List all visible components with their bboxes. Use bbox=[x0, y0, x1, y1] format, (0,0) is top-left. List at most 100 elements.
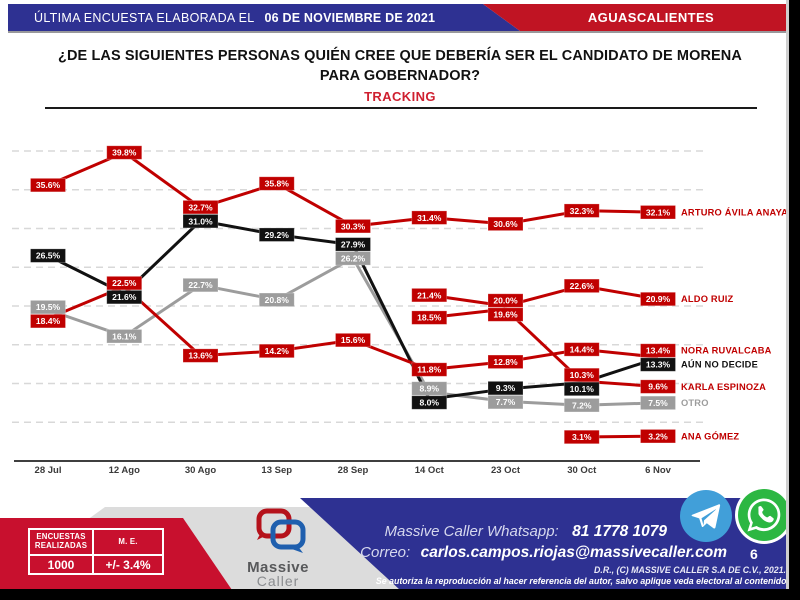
data-point-label: 7.7% bbox=[496, 397, 516, 407]
data-point-label-box bbox=[30, 299, 66, 315]
stats-header-me: M. E. bbox=[93, 529, 163, 555]
data-point-label: 26.2% bbox=[341, 253, 366, 263]
data-point-label: 32.3% bbox=[570, 206, 595, 216]
data-point-label-box bbox=[258, 227, 295, 242]
telegram-icon[interactable] bbox=[680, 490, 732, 542]
data-point-label: 22.5% bbox=[112, 278, 137, 288]
whatsapp-number: 81 1778 1079 bbox=[572, 523, 667, 540]
email-line: Correo: carlos.campos.riojas@massivecall… bbox=[360, 544, 727, 562]
data-point-label-box bbox=[30, 177, 66, 193]
data-point-label: 7.5% bbox=[648, 398, 668, 408]
data-point-label: 19.5% bbox=[36, 302, 61, 312]
data-point-label-box bbox=[106, 275, 143, 291]
data-point-label-box bbox=[487, 216, 524, 232]
header-region-banner: AGUASCALIENTES bbox=[483, 4, 789, 31]
data-point-label: 22.7% bbox=[188, 280, 213, 290]
data-point-label-box bbox=[258, 343, 295, 359]
data-point-label: 15.6% bbox=[341, 335, 366, 345]
stats-value-sample: 1000 bbox=[29, 555, 93, 574]
data-point-label-box bbox=[487, 354, 524, 369]
x-axis-label: 23 Oct bbox=[491, 465, 521, 476]
data-point-label: 20.8% bbox=[265, 295, 290, 305]
data-point-label: 14.2% bbox=[265, 346, 290, 356]
disclaimer-text: Se autoriza la reproducción al hacer ref… bbox=[375, 576, 789, 586]
data-point-label-box bbox=[106, 145, 143, 160]
data-point-label-box bbox=[30, 313, 66, 329]
data-point-label-box bbox=[182, 200, 219, 215]
data-point-label: 35.6% bbox=[36, 180, 61, 190]
data-point-label-box bbox=[563, 278, 600, 294]
data-point-label-box bbox=[258, 292, 295, 307]
data-point-label: 10.1% bbox=[570, 384, 595, 394]
data-point-label-box bbox=[487, 293, 524, 308]
massive-caller-logo-icon bbox=[256, 508, 306, 553]
series-name-label: ANA GÓMEZ bbox=[681, 430, 739, 441]
series-name-label: KARLA ESPINOZA bbox=[681, 382, 766, 392]
data-point-label: 7.2% bbox=[572, 400, 592, 410]
data-point-label-box bbox=[563, 367, 600, 383]
header-date: 06 DE NOVIEMBRE DE 2021 bbox=[264, 10, 436, 25]
logo-text-caller: Caller bbox=[256, 573, 300, 589]
data-point-label: 3.1% bbox=[572, 432, 592, 442]
massive-caller-logo: Massive Caller bbox=[238, 508, 318, 592]
data-point-label-box bbox=[640, 343, 676, 358]
data-point-label-box bbox=[258, 176, 295, 191]
sample-stats-table: ENCUESTAS REALIZADAS M. E. 1000 +/- 3.4% bbox=[28, 528, 164, 575]
data-point-label-box bbox=[563, 429, 600, 445]
x-axis-label: 30 Oct bbox=[567, 465, 597, 476]
header-shadow bbox=[8, 31, 789, 33]
data-point-label-box bbox=[563, 342, 600, 357]
data-point-label: 31.0% bbox=[188, 216, 213, 226]
letterbox-right bbox=[789, 0, 800, 600]
series-line bbox=[123, 151, 202, 209]
data-point-label: 19.6% bbox=[493, 310, 518, 320]
header-region: AGUASCALIENTES bbox=[587, 10, 715, 25]
data-point-label-box bbox=[487, 307, 524, 322]
data-point-label-box bbox=[563, 398, 600, 413]
data-point-label: 18.5% bbox=[417, 313, 442, 323]
data-point-label: 16.1% bbox=[112, 331, 137, 341]
copyright-text: D.R., (C) MASSIVE CALLER S.A DE C.V., 20… bbox=[594, 565, 786, 575]
data-point-label-box bbox=[335, 251, 371, 266]
data-point-label-box bbox=[640, 291, 676, 307]
data-point-label: 9.3% bbox=[496, 383, 516, 393]
x-axis-label: 13 Sep bbox=[261, 465, 292, 476]
data-point-label-box bbox=[411, 287, 448, 303]
data-point-label-box bbox=[106, 329, 143, 344]
email-address: carlos.campos.riojas@massivecaller.com bbox=[420, 544, 727, 561]
data-point-label-box bbox=[182, 277, 219, 293]
data-point-label: 21.6% bbox=[112, 292, 137, 302]
whatsapp-icon[interactable] bbox=[735, 486, 793, 544]
data-point-label-box bbox=[640, 429, 676, 444]
page-number: 6 bbox=[750, 546, 758, 562]
data-point-label: 32.1% bbox=[646, 207, 671, 217]
x-axis-label: 12 Ago bbox=[109, 465, 141, 476]
data-point-label-box bbox=[640, 395, 676, 411]
header-label: ÚLTIMA ENCUESTA ELABORADA EL bbox=[34, 10, 255, 25]
data-point-label: 9.6% bbox=[648, 382, 668, 392]
data-point-label-box bbox=[487, 394, 524, 410]
data-point-label: 27.9% bbox=[341, 239, 366, 249]
data-point-label-box bbox=[411, 395, 448, 410]
data-point-label-box bbox=[640, 379, 676, 394]
data-point-label-box bbox=[411, 381, 448, 396]
data-point-label: 30.3% bbox=[341, 221, 366, 231]
letterbox-bottom bbox=[0, 589, 800, 600]
x-axis-label: 30 Ago bbox=[185, 465, 217, 476]
data-point-label-box bbox=[182, 214, 219, 229]
data-point-label: 39.8% bbox=[112, 148, 137, 158]
data-point-label: 10.3% bbox=[570, 370, 595, 380]
data-point-label: 30.6% bbox=[493, 219, 518, 229]
email-label: Correo: bbox=[360, 544, 411, 561]
series-name-label: NORA RUVALCABA bbox=[681, 346, 772, 356]
data-point-label-box bbox=[563, 381, 600, 397]
logo-text-massive: Massive bbox=[247, 559, 309, 576]
series-name-label: OTRO bbox=[681, 398, 709, 408]
data-point-label: 13.4% bbox=[646, 346, 671, 356]
data-point-label: 18.4% bbox=[36, 316, 61, 326]
stats-value-margin: +/- 3.4% bbox=[93, 555, 163, 574]
data-point-label-box bbox=[335, 219, 371, 234]
data-point-label-box bbox=[106, 289, 143, 305]
data-point-label: 8.0% bbox=[419, 398, 439, 408]
data-point-label: 20.9% bbox=[646, 294, 671, 304]
